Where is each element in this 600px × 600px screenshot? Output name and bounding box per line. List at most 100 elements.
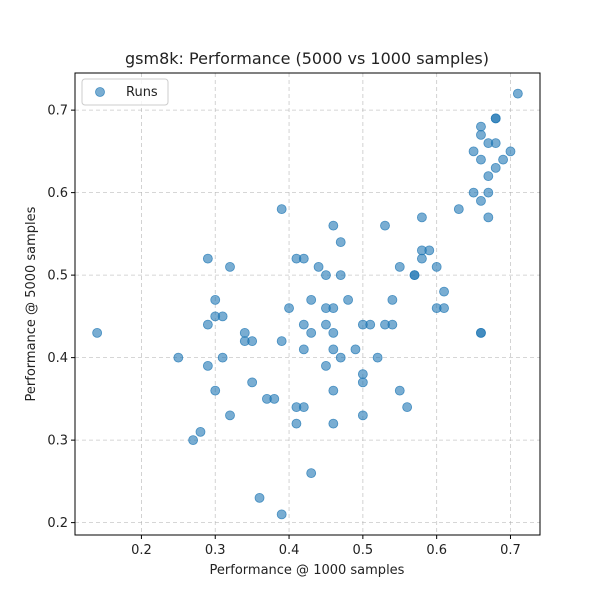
- data-point: [298, 319, 309, 330]
- data-point: [343, 294, 353, 305]
- data-point: [424, 245, 435, 256]
- y-tick-label: 0.5: [47, 269, 68, 284]
- data-point: [483, 187, 494, 198]
- y-tick-label: 0.3: [47, 434, 68, 449]
- legend: Runs: [81, 78, 169, 106]
- x-tick-label: 0.3: [205, 543, 226, 558]
- data-point: [431, 261, 442, 272]
- data-point: [276, 204, 287, 215]
- data-point: [335, 237, 346, 248]
- data-points: [92, 88, 523, 520]
- legend-box: [81, 78, 169, 106]
- chart-title: gsm8k: Performance (5000 vs 1000 samples…: [125, 49, 489, 68]
- y-tick-label: 0.6: [47, 186, 68, 201]
- data-point: [313, 261, 324, 272]
- legend-label-runs: Runs: [126, 85, 158, 100]
- data-point: [173, 352, 184, 363]
- data-point: [476, 121, 486, 132]
- data-point: [476, 327, 486, 338]
- data-point: [328, 344, 339, 355]
- data-point: [321, 270, 331, 281]
- x-tick-label: 0.6: [426, 543, 447, 558]
- x-tick-label: 0.7: [500, 543, 521, 558]
- data-point: [476, 129, 486, 140]
- data-point: [350, 344, 361, 355]
- data-point: [298, 402, 309, 413]
- data-point: [321, 319, 331, 330]
- data-point: [498, 154, 508, 165]
- data-point: [210, 294, 221, 305]
- y-tick-label: 0.4: [47, 351, 68, 366]
- axis-ticks: 0.2 0.3 0.4 0.5 0.6 0.7 0.2 0.3 0.4 0.5 0.6 0.7: [47, 104, 521, 558]
- data-point: [490, 138, 501, 149]
- data-point: [276, 509, 287, 520]
- x-tick-label: 0.2: [131, 543, 152, 558]
- data-point: [357, 369, 368, 380]
- data-point: [328, 220, 339, 231]
- data-point: [357, 377, 368, 388]
- data-point: [439, 286, 449, 297]
- data-point: [254, 492, 265, 503]
- data-point: [372, 352, 383, 363]
- data-point: [225, 410, 235, 421]
- data-point: [453, 204, 464, 215]
- data-point: [210, 385, 221, 396]
- data-point: [217, 311, 228, 322]
- data-point: [92, 327, 103, 338]
- data-point: [306, 468, 317, 479]
- data-point: [225, 261, 235, 272]
- data-point: [291, 418, 302, 429]
- data-point: [439, 303, 449, 314]
- data-point: [202, 253, 213, 264]
- data-point: [284, 303, 294, 314]
- data-point: [269, 393, 280, 404]
- data-point: [380, 220, 390, 231]
- data-point: [394, 385, 405, 396]
- data-point: [409, 270, 420, 281]
- data-point: [490, 113, 501, 124]
- data-point: [306, 327, 317, 338]
- data-point: [195, 426, 206, 437]
- data-point: [394, 261, 405, 272]
- data-point: [188, 435, 198, 446]
- data-point: [365, 319, 376, 330]
- x-axis-label: Performance @ 1000 samples: [210, 563, 405, 578]
- data-point: [387, 294, 398, 305]
- data-point: [483, 171, 494, 182]
- data-point: [417, 212, 427, 223]
- data-point: [387, 319, 398, 330]
- data-point: [476, 154, 486, 165]
- data-point: [321, 360, 331, 371]
- data-point: [217, 352, 228, 363]
- data-point: [298, 344, 309, 355]
- x-tick-label: 0.5: [353, 543, 374, 558]
- data-point: [306, 294, 317, 305]
- x-tick-label: 0.4: [279, 543, 300, 558]
- data-point: [335, 352, 346, 363]
- data-point: [468, 187, 479, 198]
- data-point: [505, 146, 516, 157]
- y-axis-label: Performance @ 5000 samples: [24, 206, 39, 401]
- data-point: [335, 270, 346, 281]
- data-point: [247, 377, 258, 388]
- data-point: [328, 418, 339, 429]
- data-point: [247, 336, 258, 347]
- data-point: [276, 336, 287, 347]
- data-point: [417, 253, 427, 264]
- data-point: [202, 319, 213, 330]
- data-point: [328, 303, 339, 314]
- data-point: [402, 402, 413, 413]
- data-point: [512, 88, 523, 99]
- data-point: [357, 410, 368, 421]
- data-point: [328, 327, 339, 338]
- y-tick-label: 0.7: [47, 104, 68, 119]
- plot-frame: [74, 72, 541, 536]
- data-point: [476, 195, 486, 206]
- data-point: [328, 385, 339, 396]
- data-point: [468, 146, 479, 157]
- data-point: [490, 162, 501, 173]
- data-point: [483, 212, 494, 223]
- y-tick-label: 0.2: [47, 516, 68, 531]
- data-point: [202, 360, 213, 371]
